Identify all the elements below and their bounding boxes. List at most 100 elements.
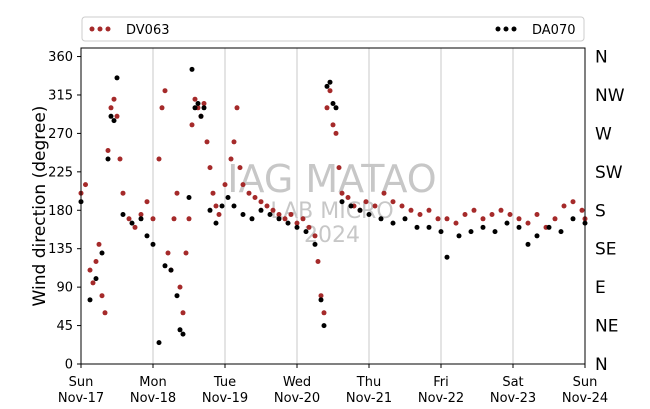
point-da070: [99, 250, 105, 256]
point-da070: [87, 297, 93, 303]
legend-label-da070: DA070: [532, 23, 576, 38]
x-tick-label-day: Wed: [283, 375, 311, 390]
point-da070: [129, 220, 135, 226]
point-dv063: [339, 190, 345, 196]
point-da070: [348, 203, 354, 209]
point-da070: [285, 220, 291, 226]
point-da070: [525, 241, 531, 247]
point-dv063: [120, 190, 126, 196]
point-dv063: [306, 224, 312, 230]
data-points: [78, 66, 588, 346]
point-dv063: [132, 224, 138, 230]
point-da070: [444, 254, 450, 260]
point-dv063: [282, 216, 288, 222]
point-da070: [195, 101, 201, 106]
y-tick-label: 180: [48, 204, 73, 219]
point-dv063: [525, 220, 531, 226]
point-dv063: [324, 105, 330, 111]
point-da070: [324, 83, 330, 89]
point-da070: [468, 229, 474, 235]
point-da070: [120, 212, 126, 217]
point-da070: [303, 229, 309, 235]
point-da070: [201, 105, 207, 111]
x-tick-label-day: Sun: [69, 375, 94, 390]
point-da070: [219, 203, 225, 209]
point-da070: [231, 203, 237, 209]
point-dv063: [399, 203, 405, 209]
point-dv063: [480, 216, 486, 222]
point-dv063: [246, 190, 252, 196]
point-da070: [189, 66, 195, 72]
point-da070: [402, 216, 408, 222]
point-da070: [312, 241, 318, 247]
point-dv063: [570, 199, 576, 205]
point-dv063: [207, 165, 213, 171]
point-dv063: [111, 96, 117, 102]
point-da070: [186, 195, 192, 200]
point-dv063: [516, 216, 522, 222]
point-da070: [207, 207, 213, 213]
x-tick-label-date: Nov-17: [58, 391, 104, 406]
point-dv063: [201, 101, 207, 106]
point-dv063: [330, 122, 336, 128]
point-dv063: [99, 293, 105, 299]
point-da070: [213, 220, 219, 226]
point-dv063: [156, 156, 162, 162]
point-dv063: [534, 212, 540, 217]
point-da070: [198, 113, 204, 119]
compass-label: S: [595, 201, 606, 221]
legend-marker-da070: [495, 26, 517, 32]
x-tick-label-date: Nov-23: [490, 391, 536, 406]
point-dv063: [144, 199, 150, 205]
point-da070: [390, 220, 396, 226]
point-da070: [327, 79, 333, 85]
x-tick-label-day: Sun: [573, 375, 598, 390]
point-dv063: [372, 203, 378, 209]
point-dv063: [435, 216, 441, 222]
point-dv063: [240, 182, 246, 188]
y-tick-label: 315: [48, 88, 73, 103]
plot-frame: [80, 47, 586, 365]
compass-axis: N NE E SE S SW W NW N: [595, 48, 625, 375]
y-tick-label: 270: [48, 127, 73, 142]
point-da070: [249, 216, 255, 222]
legend-dot: [495, 26, 501, 32]
point-dv063: [498, 207, 504, 213]
point-dv063: [276, 212, 282, 217]
point-dv063: [108, 105, 114, 111]
point-dv063: [105, 148, 111, 153]
compass-label: NW: [595, 86, 625, 106]
legend-box: [81, 16, 585, 42]
point-dv063: [315, 259, 321, 264]
x-tick-label-date: Nov-19: [202, 391, 248, 406]
point-dv063: [138, 212, 144, 217]
compass-label: N: [595, 48, 608, 68]
compass-label: SW: [595, 163, 623, 183]
point-dv063: [93, 259, 99, 264]
point-da070: [138, 216, 144, 222]
point-da070: [180, 331, 186, 337]
point-dv063: [270, 207, 276, 213]
point-da070: [111, 118, 117, 124]
x-tick-label-day: Fri: [433, 375, 449, 390]
legend-marker-dv063: [89, 26, 111, 32]
point-da070: [492, 229, 498, 235]
point-dv063: [234, 105, 240, 111]
y-axis: 0 45 90 135 180 225 270 315 360: [48, 50, 81, 373]
point-da070: [426, 224, 432, 230]
point-da070: [258, 207, 264, 213]
point-da070: [504, 220, 510, 226]
point-dv063: [381, 190, 387, 196]
point-da070: [414, 224, 420, 230]
x-tick-label-day: Thu: [356, 375, 381, 390]
x-tick-label-day: Mon: [139, 375, 166, 390]
point-dv063: [183, 250, 189, 256]
point-da070: [480, 224, 486, 230]
legend: DV063 DA070: [81, 16, 585, 42]
point-dv063: [186, 216, 192, 222]
point-dv063: [192, 96, 198, 102]
point-dv063: [90, 280, 96, 286]
point-dv063: [312, 233, 318, 239]
point-dv063: [150, 216, 156, 222]
point-dv063: [426, 207, 432, 213]
